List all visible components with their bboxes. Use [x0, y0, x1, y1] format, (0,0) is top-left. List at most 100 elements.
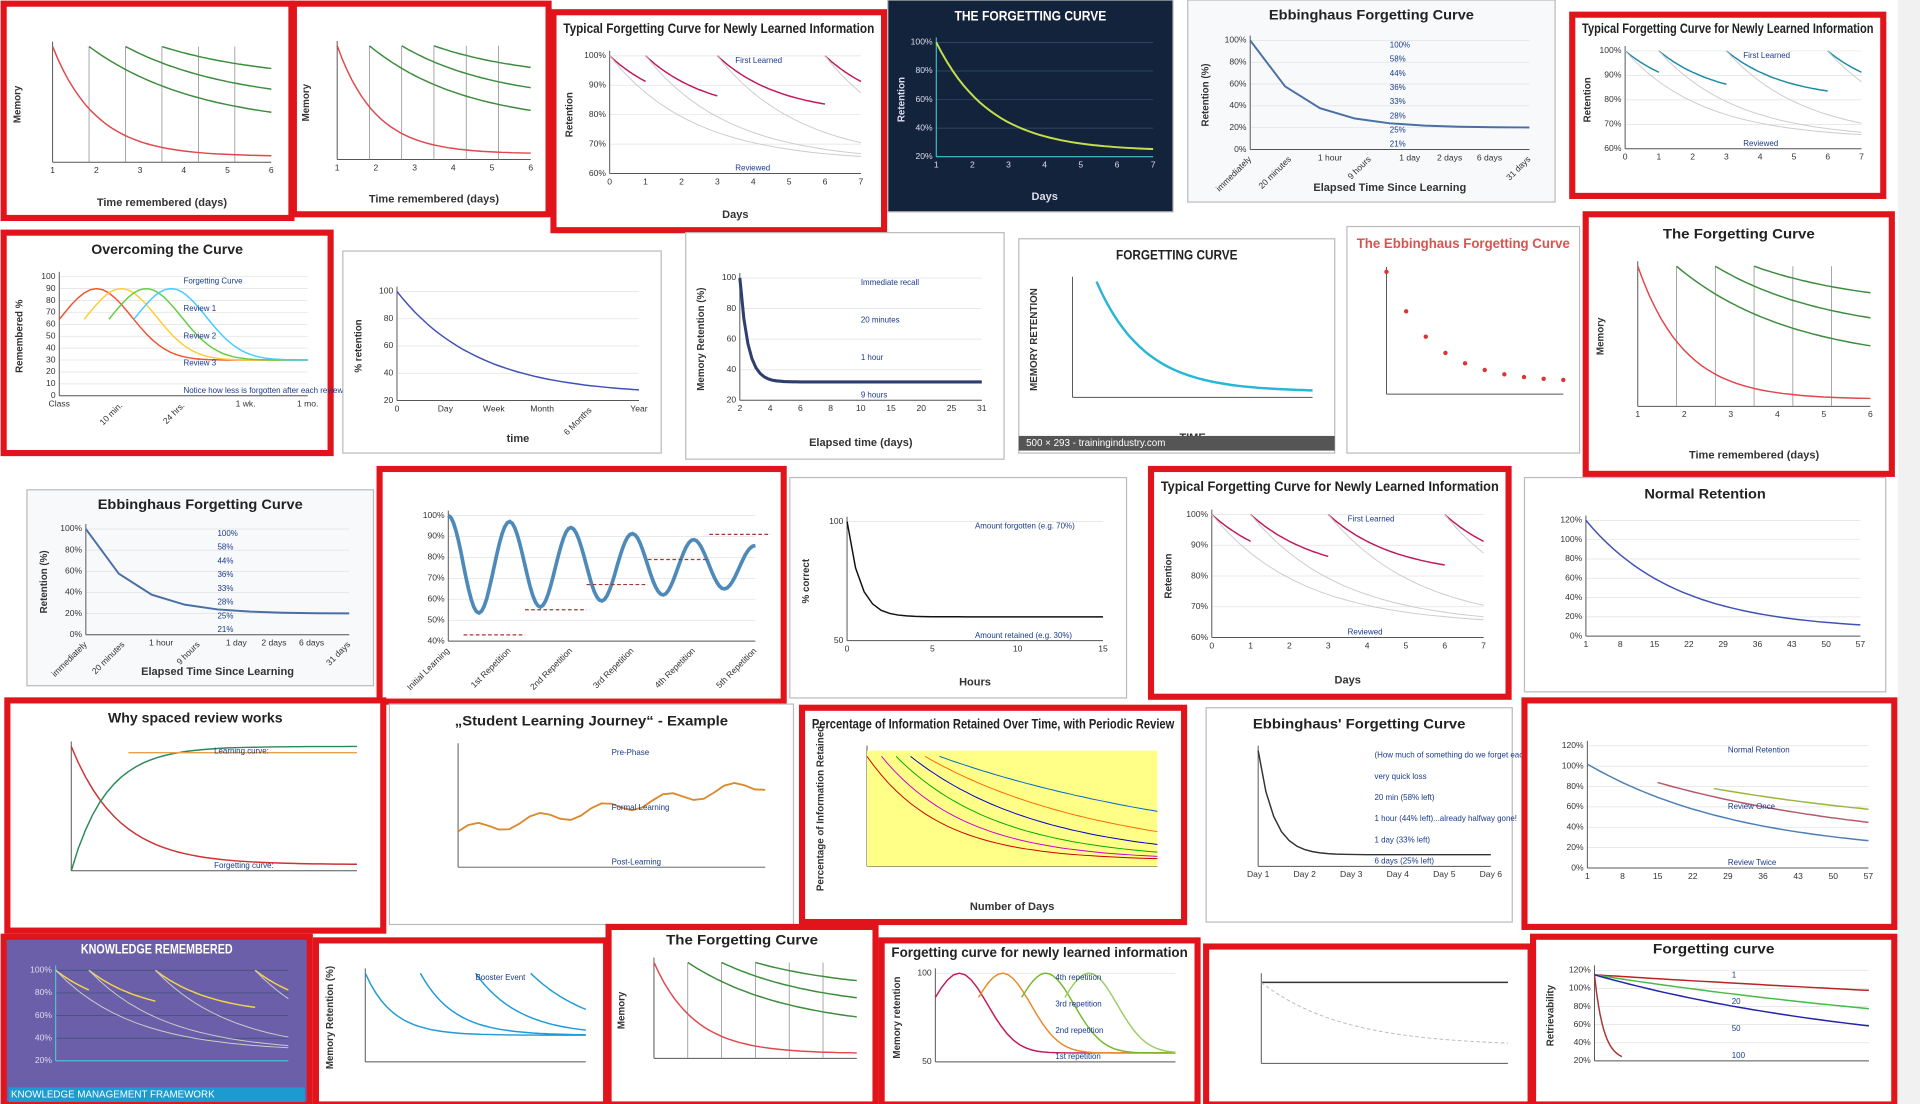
y-tick-label: 20%: [35, 1055, 53, 1065]
result-tile[interactable]: Memory Retention (%) Booster Event: [312, 937, 610, 1104]
result-tile[interactable]: 100% 80% 60% 40% 20% 0% Ebbinghaus Forgetting …: [26, 489, 375, 687]
annotation: 1 hour (44% left)...already halfway gone…: [1374, 814, 1517, 823]
result-tile[interactable]: 120% 100% 80% 60% 40% 20% 0%1 8 15 22 29 36 43 50 57 No…: [1521, 697, 1898, 931]
x-tick-label: 50: [1829, 871, 1839, 881]
curve: [824, 55, 862, 83]
curve: [738, 277, 982, 384]
y-tick-label: 90%: [427, 531, 445, 541]
annotation: Reviewed: [735, 164, 770, 173]
result-tile[interactable]: 100% 90% 80% 70% 60% Typical Forgetting Curve…: [1147, 465, 1512, 700]
y-tick-label: 40%: [427, 635, 445, 645]
result-tile[interactable]: 100 500 5 10 15 Hours % correct Amount forgotte…: [789, 476, 1128, 699]
x-tick-label: 4: [1042, 160, 1047, 170]
result-tile[interactable]: 120% 100% 80% 60% 40% 20% Forgetting curve Retr…: [1530, 933, 1898, 1104]
curve: [1250, 513, 1329, 558]
y-tick-label: 80%: [589, 109, 607, 119]
x-tick-label: 57: [1864, 871, 1874, 881]
result-tile[interactable]: 100% 80% 60% 40% 20% 0% Ebbinghaus Forgetting …: [1187, 0, 1556, 203]
x-tick-label: 1 day: [1399, 152, 1421, 162]
annotation: Review 2: [183, 331, 216, 340]
x-tick-label: 6: [1868, 409, 1873, 419]
annotation: Forgetting curve:: [214, 861, 274, 870]
curve: [866, 756, 1158, 860]
result-tile[interactable]: 100%90%80%70%60%50%40%Initial Learning 1s…: [376, 465, 787, 705]
tile-title: Ebbinghaus' Forgetting Curve: [1253, 716, 1466, 731]
x-tick-label: 7: [1859, 152, 1864, 162]
x-tick-label: 6: [823, 176, 828, 186]
result-tile[interactable]: 120% 100% 80% 60% 40% 20% 0% Normal Retention 1 8…: [1523, 476, 1887, 693]
y-tick-label: 60%: [915, 94, 933, 104]
y-axis-label: Retention (%): [39, 550, 50, 613]
annotation: Learning curve:: [214, 746, 269, 755]
y-tick-label: 50: [834, 635, 844, 645]
result-tile[interactable]: 100% 90% 80% 70% 60% Typical Forgetting Curve…: [550, 9, 888, 234]
result-tile[interactable]: Percentage of Information Retained Over …: [798, 704, 1188, 926]
result-tile[interactable]: 100% 90% 80% 70% 60% Typical Forgetting Curve…: [1569, 11, 1887, 199]
curve: [687, 961, 857, 1018]
x-axis-label: Days: [1032, 191, 1058, 203]
x-axis-label: Time remembered (days): [1689, 450, 1820, 462]
result-tile[interactable]: [1203, 943, 1534, 1104]
thumbnail: [789, 476, 1128, 699]
curve: [1260, 982, 1508, 1044]
x-tick-label: Month: [530, 403, 554, 413]
thumbnail: [1523, 476, 1887, 693]
x-axis-label: Days: [722, 209, 748, 221]
x-tick-label: 1 mo.: [297, 399, 318, 409]
curve: [1637, 265, 1871, 400]
thumbnail: [1521, 697, 1898, 931]
y-tick-label: 20%: [65, 608, 83, 618]
y-axis-label: Retention (%): [1201, 63, 1212, 126]
y-tick-label: 40%: [1574, 1037, 1592, 1047]
result-tile[interactable]: 1 2 3 4 5 6 Time remembered (days) Memory: [0, 0, 295, 222]
y-tick-label: 100%: [1560, 534, 1582, 544]
annotation: Forgetting Curve: [183, 277, 243, 286]
result-tile[interactable]: FORGETTING CURVETIMEMEMORY RETENTION500 …: [1018, 238, 1336, 454]
thumbnail: [605, 923, 879, 1104]
x-tick-label: 15: [1653, 871, 1663, 881]
annotation: 20 min (58% left): [1374, 793, 1434, 802]
result-tile[interactable]: „Student Learning Journey“ - Example Pre-…: [388, 703, 795, 926]
result-tile[interactable]: 1 2 3 4 5 6 Time remembered (days) Memory: [290, 0, 552, 218]
tile-title: Ebbinghaus Forgetting Curve: [1269, 8, 1475, 23]
curve: [85, 528, 350, 615]
thumbnail: [1205, 707, 1513, 923]
y-tick-label: 80%: [427, 552, 445, 562]
curve: [645, 55, 718, 97]
x-tick-label: 5: [1821, 409, 1826, 419]
scrollbar: [1897, 0, 1920, 1104]
result-tile[interactable]: The Forgetting Curve 1 2 3 4 5 6 Time remembere…: [1582, 211, 1895, 477]
result-tile[interactable]: 100 50 Forgetting curve for newly learned …: [878, 937, 1201, 1104]
result-tile[interactable]: Why spaced review works Learning curve: Fo…: [4, 697, 387, 934]
x-tick-label: 4: [1365, 640, 1370, 650]
curve: [1586, 763, 1869, 842]
tile-title: Percentage of Information Retained Over …: [812, 716, 1175, 731]
curve: [935, 41, 1154, 150]
result-tile[interactable]: The Forgetting Curve Memory: [605, 923, 879, 1104]
curve: [824, 55, 862, 94]
result-tile[interactable]: 100% 80% 60% 40% 20% THE FORGETTING CURVE 1 2 3 4…: [887, 0, 1174, 213]
y-tick-label: 20%: [1567, 842, 1585, 852]
thumbnail: [0, 0, 295, 222]
x-tick-label: 1 hour: [149, 638, 173, 648]
result-tile[interactable]: 100% 80% 60% 40% 20% KNOWLEDGE REMEMBERED KNOW…: [0, 933, 313, 1104]
y-tick-label: 100: [917, 967, 932, 977]
caption-bar: [1018, 435, 1335, 451]
tile-title: Typical Forgetting Curve for Newly Learn…: [563, 21, 874, 36]
curve: [1676, 265, 1871, 347]
curve: [1658, 50, 1862, 133]
x-tick-label: 43: [1787, 639, 1797, 649]
annotation: 1 hour: [861, 353, 884, 362]
y-tick-label: 20: [384, 395, 394, 405]
y-axis-label: Memory retention: [892, 976, 903, 1058]
x-tick-label: 4: [451, 162, 456, 172]
result-tile[interactable]: Ebbinghaus' Forgetting Curve Day 1 Day 2 Da…: [1205, 707, 1550, 923]
curve: [1064, 972, 1176, 1053]
result-tile[interactable]: The Ebbinghaus Forgetting Curve: [1346, 225, 1581, 454]
y-tick-label: 100: [722, 272, 737, 282]
x-tick-label: 22: [1688, 871, 1698, 881]
thumbnail: [0, 933, 313, 1104]
